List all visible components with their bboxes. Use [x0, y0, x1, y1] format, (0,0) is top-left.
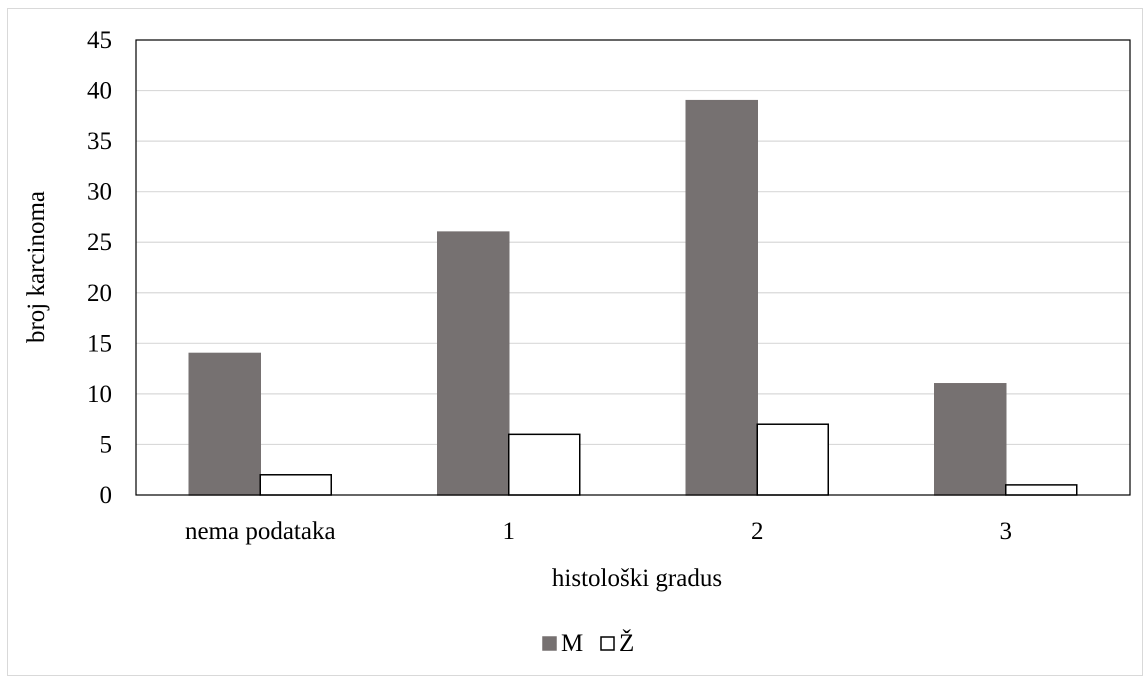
y-tick-label: 40 — [87, 78, 112, 105]
legend-m-swatch — [542, 636, 557, 651]
x-axis-ticks: nema podataka 1 2 3 — [185, 518, 1012, 545]
legend-z-swatch — [600, 636, 615, 651]
y-tick-label: 35 — [87, 128, 112, 155]
y-tick-label: 45 — [87, 27, 112, 54]
bar-z-2 — [756, 423, 829, 496]
bar-z-3 — [1005, 484, 1078, 496]
x-tick-label: 3 — [1000, 518, 1013, 545]
x-tick-label: 1 — [503, 518, 516, 545]
bar-m-1 — [437, 231, 510, 496]
y-tick-label: 30 — [87, 179, 112, 206]
y-tick-label: 25 — [87, 229, 112, 256]
bar-z-1 — [508, 433, 581, 496]
chart-frame — [7, 8, 1143, 676]
bar-m-3 — [934, 383, 1007, 496]
legend-z-label: Ž — [619, 629, 634, 657]
y-axis-label: broj karcinoma — [23, 191, 50, 343]
x-tick-label: 2 — [751, 518, 764, 545]
y-tick-label: 10 — [87, 381, 112, 408]
legend-m-label: M — [561, 630, 583, 657]
x-tick-label: nema podataka — [185, 518, 336, 545]
y-tick-label: 20 — [87, 280, 112, 307]
bar-z-0 — [259, 474, 332, 496]
y-axis-ticks: 0 5 10 15 20 25 30 35 40 45 — [87, 27, 112, 509]
x-axis-label: histološki gradus — [552, 565, 722, 592]
bar-m-2 — [685, 99, 758, 496]
bar-m-0 — [188, 352, 261, 496]
y-tick-label: 5 — [100, 431, 113, 458]
bars — [188, 99, 1078, 496]
y-tick-label: 15 — [87, 330, 112, 357]
plot-area-border — [135, 39, 1131, 496]
y-tick-label: 0 — [100, 482, 113, 509]
